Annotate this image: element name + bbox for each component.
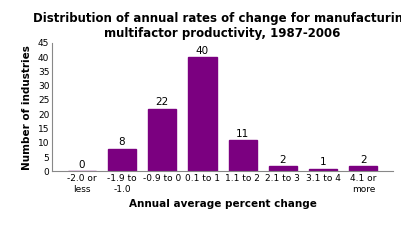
Bar — [269, 166, 297, 171]
Bar — [349, 166, 377, 171]
Bar — [148, 109, 176, 171]
Title: Distribution of annual rates of change for manufacturing
multifactor productivit: Distribution of annual rates of change f… — [33, 12, 401, 40]
Text: 40: 40 — [196, 46, 209, 56]
Bar — [309, 169, 337, 171]
Text: 2: 2 — [360, 154, 367, 164]
Text: 1: 1 — [320, 157, 326, 167]
Text: 22: 22 — [156, 97, 169, 107]
Text: 2: 2 — [279, 154, 286, 164]
Bar — [108, 149, 136, 171]
Y-axis label: Number of industries: Number of industries — [22, 45, 32, 169]
Bar — [188, 57, 217, 171]
X-axis label: Annual average percent change: Annual average percent change — [129, 199, 316, 209]
Text: 8: 8 — [119, 137, 125, 147]
Text: 0: 0 — [79, 160, 85, 170]
Text: 11: 11 — [236, 129, 249, 139]
Bar — [229, 140, 257, 171]
